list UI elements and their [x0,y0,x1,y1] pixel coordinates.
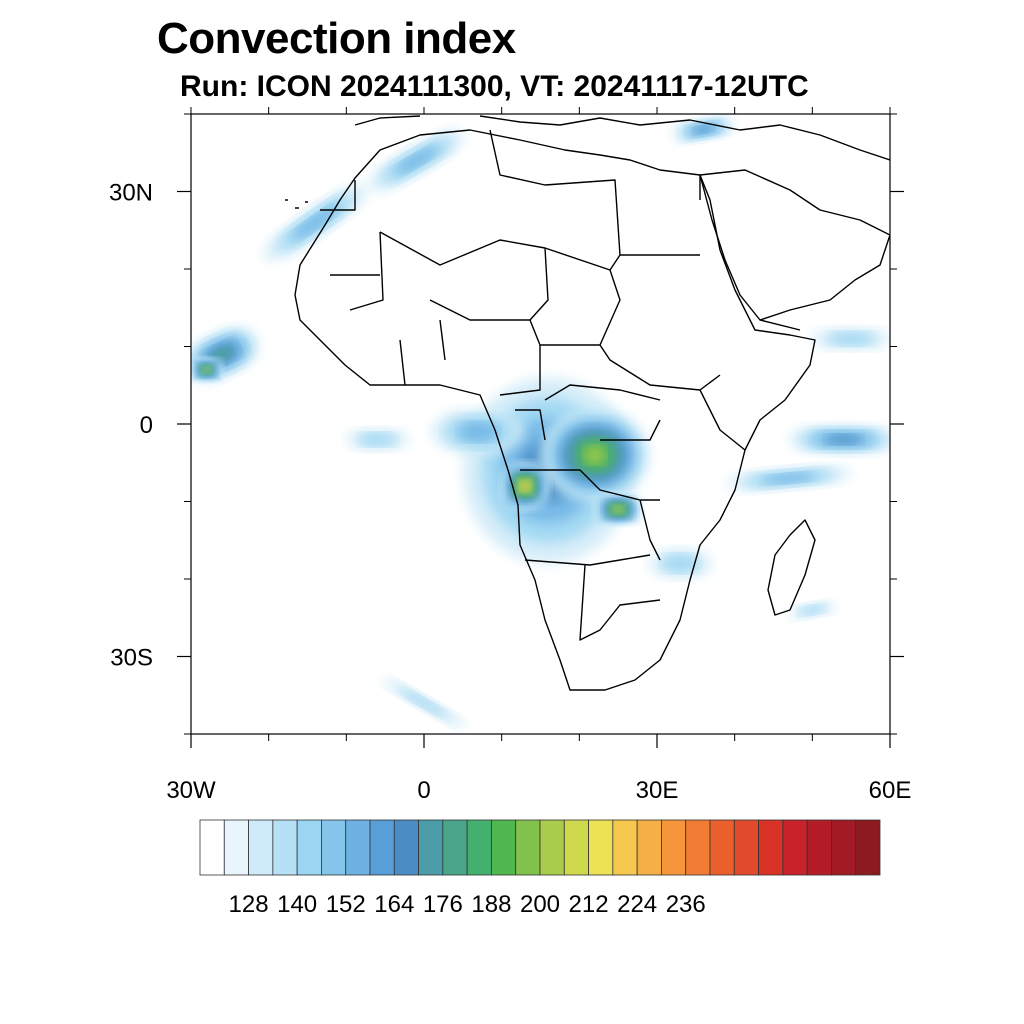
colorbar-swatch [272,819,298,876]
colorbar-label: 200 [520,891,560,918]
convection-cell [212,346,233,362]
lat-tick-label: 0 [140,412,153,439]
colorbar-label: 164 [374,891,414,918]
colorbar-swatch [733,819,759,876]
arabia-coastline [699,169,890,321]
convection-cell [661,554,699,573]
convection-cell [583,445,606,465]
convection-cell [293,206,338,239]
colorbar-swatch [709,819,735,876]
convection-cell [358,432,397,447]
colorbar-swatch [418,819,444,876]
colorbar-swatch [442,819,468,876]
colorbar-label: 224 [617,891,657,918]
convection-cell [825,434,862,445]
colorbar-swatch [831,819,857,876]
map-title: Convection index [157,14,516,63]
colorbar-swatch [223,819,249,876]
colorbar-swatch [685,819,711,876]
madagascar-coastline [767,519,816,616]
lon-tick-label: 30W [166,777,216,804]
colorbar-label: 212 [569,891,609,918]
africa-coastline [294,129,816,691]
colorbar-swatch [782,819,808,876]
convection-cell [693,125,714,134]
colorbar-swatch [296,819,322,876]
colorbar-swatch [563,819,589,876]
colorbar-swatch [855,819,881,876]
colorbar-swatch [758,819,784,876]
country-borders [320,129,801,641]
convection-cell [203,367,210,372]
colorbar-swatch [345,819,371,876]
convection-cell [614,506,623,512]
mediterranean-coast [354,115,890,161]
lon-tick-label: 60E [869,777,912,804]
colorbar-swatch [321,819,347,876]
convection-cell [798,604,827,616]
colorbar-label: 140 [277,891,317,918]
colorbar-swatch [539,819,565,876]
colorbar-swatch [466,819,492,876]
convection-cell [521,482,529,490]
colorbar-label: 176 [423,891,463,918]
colorbar-swatch [369,819,395,876]
convection-cell [827,331,875,346]
colorbar: 128 140 152 164 176 188 200 212 224 236 [199,819,881,918]
convection-cell [395,147,437,174]
lat-tick-label: 30N [109,180,153,207]
colorbar-swatch [515,819,541,876]
lon-tick-label: 0 [417,777,430,804]
convection-cell [399,688,449,718]
convection-cell [762,472,816,484]
colorbar-swatch [612,819,638,876]
colorbar-label: 236 [666,891,706,918]
map-subtitle: Run: ICON 2024111300, VT: 20241117-12UTC [180,70,809,103]
colorbar-label: 188 [471,891,511,918]
colorbar-swatch [636,819,662,876]
colorbar-swatch [588,819,614,876]
colorbar-swatch [199,819,225,876]
convection-field [191,116,890,728]
convection-cell [458,421,499,442]
colorbar-swatch [393,819,419,876]
colorbar-swatch [806,819,832,876]
axis-ticks: 30W 0 30E 60E 30N 0 30S [109,107,911,804]
coastlines-borders [285,115,890,691]
canary-islands [285,199,308,209]
lon-tick-label: 30E [636,777,679,804]
colorbar-swatch [491,819,517,876]
colorbar-swatch [661,819,687,876]
lat-tick-label: 30S [110,645,153,672]
colorbar-label: 152 [326,891,366,918]
colorbar-label: 128 [229,891,269,918]
colorbar-swatch [248,819,274,876]
